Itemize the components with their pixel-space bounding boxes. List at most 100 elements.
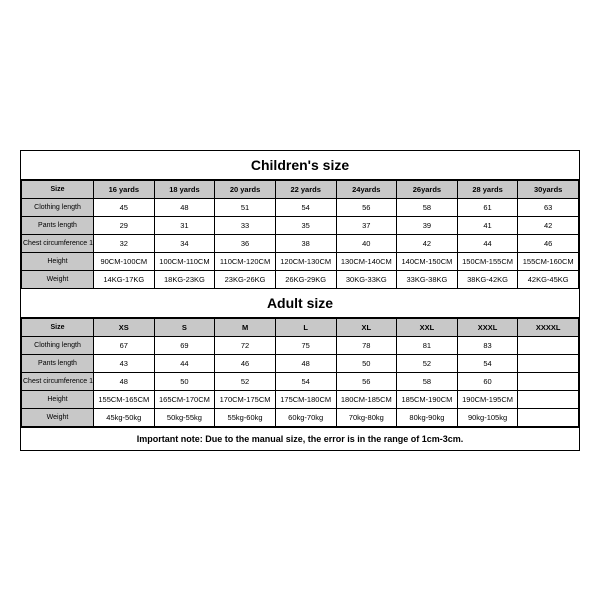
row-label: Weight [22,270,94,288]
cell: 110CM-120CM [215,252,276,270]
adult-title: Adult size [21,289,579,318]
size-chart-container: Children's size Size 16 yards 18 yards 2… [20,150,580,451]
cell: 56 [336,372,397,390]
cell: 69 [154,336,215,354]
cell: 90kg-105kg [457,408,518,426]
cell: 81 [397,336,458,354]
cell: 175CM-180CM [275,390,336,408]
adult-header-row: Size XS S M L XL XXL XXXL XXXXL [22,318,579,336]
cell: 170CM-175CM [215,390,276,408]
cell: 52 [397,354,458,372]
cell [518,336,579,354]
cell: 83 [457,336,518,354]
col-header: XXL [397,318,458,336]
row-label: Clothing length [22,198,94,216]
cell: 38KG-42KG [457,270,518,288]
cell: 30KG-33KG [336,270,397,288]
col-header: XL [336,318,397,336]
cell: 180CM-185CM [336,390,397,408]
cell: 39 [397,216,458,234]
cell: 26KG-29KG [275,270,336,288]
cell: 155CM-165CM [94,390,155,408]
col-header: L [275,318,336,336]
cell: 33KG-38KG [397,270,458,288]
cell: 48 [154,198,215,216]
cell: 48 [94,372,155,390]
col-header: 20 yards [215,180,276,198]
col-header: 16 yards [94,180,155,198]
table-row: Chest circumference 1/2 48 50 52 54 56 5… [22,372,579,390]
cell: 100CM-110CM [154,252,215,270]
col-header: M [215,318,276,336]
cell: 42KG-45KG [518,270,579,288]
row-label: Height [22,390,94,408]
table-row: Clothing length 67 69 72 75 78 81 83 [22,336,579,354]
cell: 58 [397,198,458,216]
important-note: Important note: Due to the manual size, … [21,427,579,450]
cell: 90CM-100CM [94,252,155,270]
cell: 36 [215,234,276,252]
cell: 23KG-26KG [215,270,276,288]
row-label: Weight [22,408,94,426]
cell [518,390,579,408]
col-header: XS [94,318,155,336]
row-label: Pants length [22,216,94,234]
children-table: Size 16 yards 18 yards 20 yards 22 yards… [21,180,579,289]
cell: 60 [457,372,518,390]
cell: 72 [215,336,276,354]
cell: 41 [457,216,518,234]
cell: 52 [215,372,276,390]
cell: 54 [275,198,336,216]
cell: 70kg-80kg [336,408,397,426]
cell: 40 [336,234,397,252]
cell: 60kg-70kg [275,408,336,426]
cell: 63 [518,198,579,216]
cell: 78 [336,336,397,354]
col-header: 18 yards [154,180,215,198]
table-row: Clothing length 45 48 51 54 56 58 61 63 [22,198,579,216]
col-header: Size [22,318,94,336]
table-row: Chest circumference 1/2 32 34 36 38 40 4… [22,234,579,252]
cell: 42 [397,234,458,252]
table-row: Weight 14KG-17KG 18KG-23KG 23KG-26KG 26K… [22,270,579,288]
cell: 44 [154,354,215,372]
cell: 54 [275,372,336,390]
cell [518,372,579,390]
row-label: Height [22,252,94,270]
cell: 55kg-60kg [215,408,276,426]
cell: 37 [336,216,397,234]
col-header: XXXL [457,318,518,336]
cell: 50 [154,372,215,390]
cell: 165CM-170CM [154,390,215,408]
cell: 42 [518,216,579,234]
col-header: 26yards [397,180,458,198]
cell: 56 [336,198,397,216]
cell: 45kg-50kg [94,408,155,426]
children-header-row: Size 16 yards 18 yards 20 yards 22 yards… [22,180,579,198]
cell: 35 [275,216,336,234]
cell: 155CM-160CM [518,252,579,270]
adult-table: Size XS S M L XL XXL XXXL XXXXL Clothing… [21,318,579,427]
table-row: Weight 45kg-50kg 50kg-55kg 55kg-60kg 60k… [22,408,579,426]
row-label: Clothing length [22,336,94,354]
cell: 32 [94,234,155,252]
table-row: Height 90CM-100CM 100CM-110CM 110CM-120C… [22,252,579,270]
col-header: Size [22,180,94,198]
cell: 43 [94,354,155,372]
cell: 33 [215,216,276,234]
cell: 80kg-90kg [397,408,458,426]
col-header: S [154,318,215,336]
cell: 46 [518,234,579,252]
cell: 150CM-155CM [457,252,518,270]
cell: 75 [275,336,336,354]
cell: 120CM-130CM [275,252,336,270]
col-header: 24yards [336,180,397,198]
cell [518,408,579,426]
cell: 46 [215,354,276,372]
table-row: Pants length 43 44 46 48 50 52 54 [22,354,579,372]
cell: 140CM-150CM [397,252,458,270]
cell: 130CM-140CM [336,252,397,270]
cell: 18KG-23KG [154,270,215,288]
cell: 34 [154,234,215,252]
cell: 48 [275,354,336,372]
